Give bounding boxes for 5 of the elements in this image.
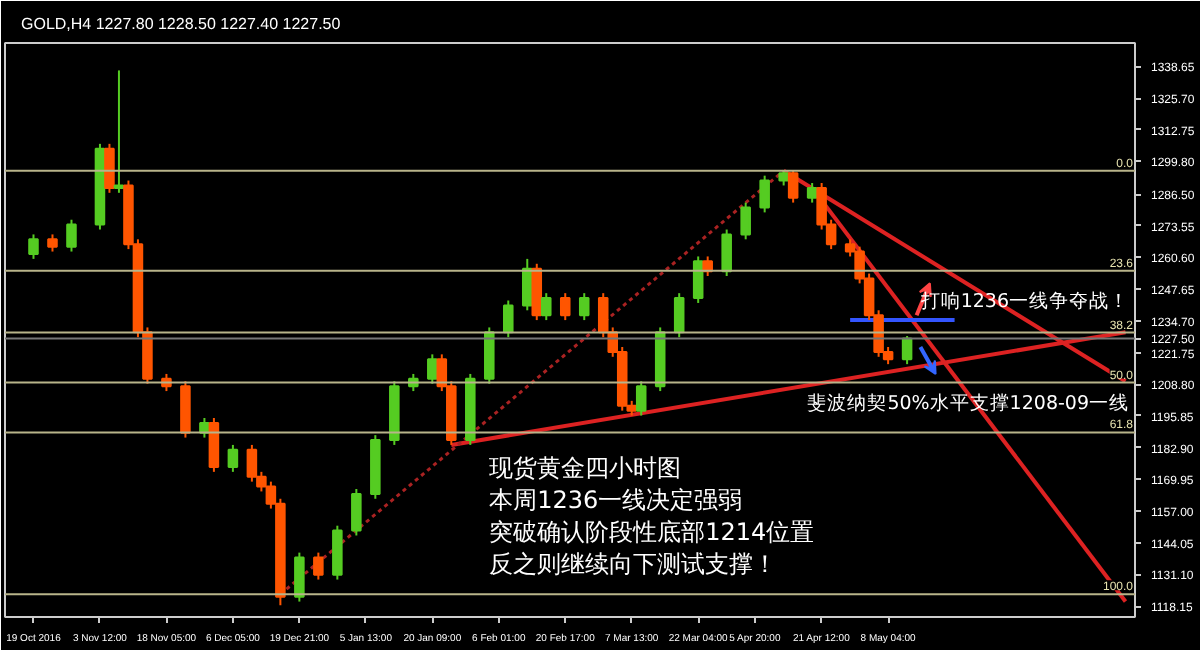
annotation: 反之则继续向下测试支撑！ <box>489 549 778 578</box>
chart-title: GOLD,H4 1227.80 1228.50 1227.40 1227.50 <box>21 15 342 33</box>
annotation: 本周1236一线决定强弱 <box>489 485 743 514</box>
annotation: 突破确认阶段性底部1214位置 <box>489 517 815 546</box>
annotation: 现货黄金四小时图 <box>489 453 682 482</box>
